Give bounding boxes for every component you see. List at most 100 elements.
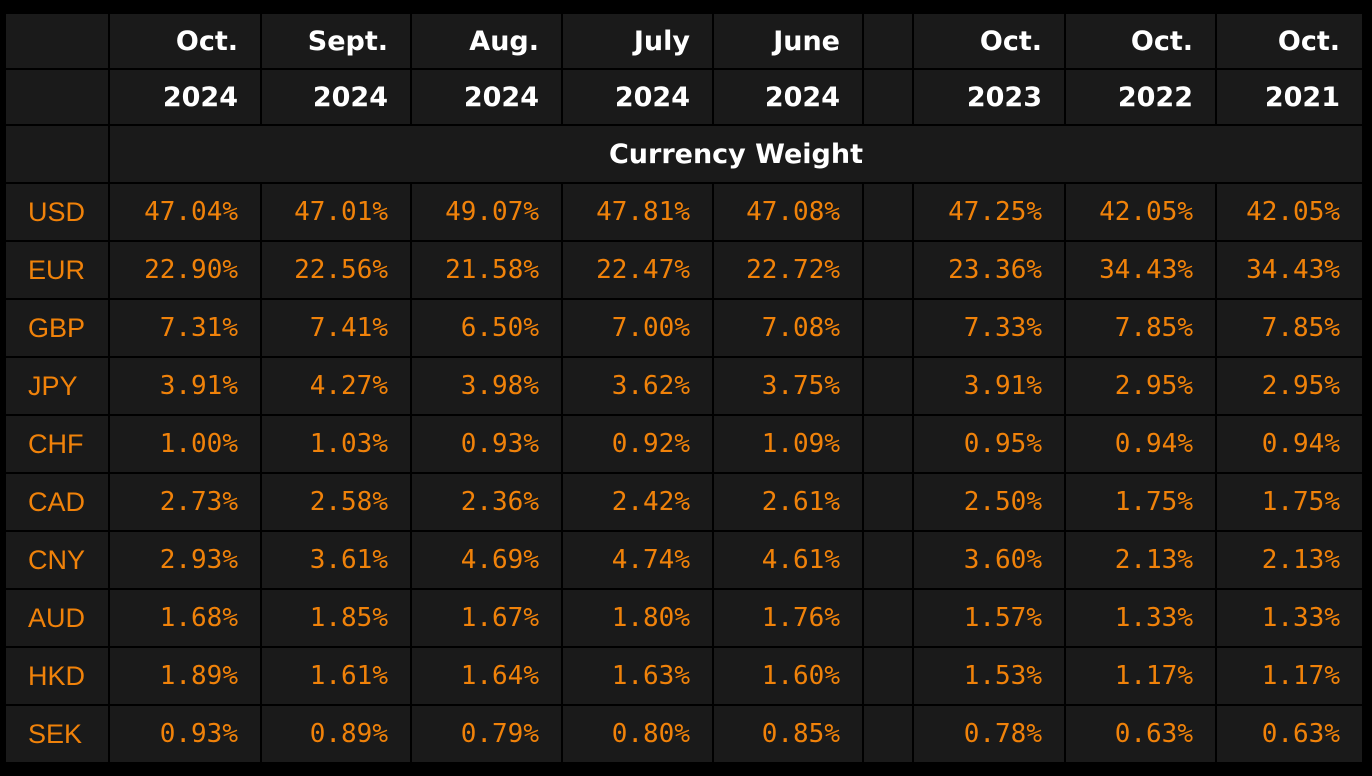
weight-value-cell: 1.09% xyxy=(714,416,862,472)
weight-value-cell: 1.68% xyxy=(110,590,260,646)
weight-value-cell: 3.91% xyxy=(914,358,1064,414)
weight-value-cell: 1.61% xyxy=(262,648,410,704)
table-body: USD 47.04% 47.01% 49.07% 47.81% 47.08% 47.25% 4… xyxy=(6,184,1362,762)
table-row: JPY 3.91% 4.27% 3.98% 3.62% 3.75% 3.91% 2.95% 2.… xyxy=(6,358,1362,414)
weight-value-cell: 4.61% xyxy=(714,532,862,588)
weight-value-cell: 7.08% xyxy=(714,300,862,356)
weight-value-cell: 1.64% xyxy=(412,648,561,704)
spacer-cell xyxy=(864,300,912,356)
col-header-month: Sept. xyxy=(262,14,410,68)
weight-value-cell: 1.33% xyxy=(1066,590,1215,646)
spacer-cell xyxy=(864,706,912,762)
currency-label: GBP xyxy=(6,300,108,356)
col-header-month: Aug. xyxy=(412,14,561,68)
weight-value-cell: 0.92% xyxy=(563,416,712,472)
weight-value-cell: 2.50% xyxy=(914,474,1064,530)
weight-value-cell: 47.08% xyxy=(714,184,862,240)
weight-value-cell: 1.63% xyxy=(563,648,712,704)
weight-value-cell: 22.72% xyxy=(714,242,862,298)
weight-value-cell: 1.57% xyxy=(914,590,1064,646)
weight-value-cell: 47.04% xyxy=(110,184,260,240)
weight-value-cell: 1.17% xyxy=(1066,648,1215,704)
currency-weight-table: Oct. Sept. Aug. July June Oct. Oct. Oct.… xyxy=(4,12,1364,764)
month-header-row: Oct. Sept. Aug. July June Oct. Oct. Oct. xyxy=(6,14,1362,68)
spacer-cell xyxy=(864,474,912,530)
currency-label: CNY xyxy=(6,532,108,588)
weight-value-cell: 1.53% xyxy=(914,648,1064,704)
weight-value-cell: 1.80% xyxy=(563,590,712,646)
weight-value-cell: 0.89% xyxy=(262,706,410,762)
weight-value-cell: 1.89% xyxy=(110,648,260,704)
weight-value-cell: 1.33% xyxy=(1217,590,1362,646)
weight-value-cell: 2.36% xyxy=(412,474,561,530)
weight-value-cell: 1.76% xyxy=(714,590,862,646)
weight-value-cell: 47.25% xyxy=(914,184,1064,240)
table-row: HKD 1.89% 1.61% 1.64% 1.63% 1.60% 1.53% 1.17% 1.… xyxy=(6,648,1362,704)
weight-value-cell: 3.61% xyxy=(262,532,410,588)
col-header-month: Oct. xyxy=(1066,14,1215,68)
weight-value-cell: 1.17% xyxy=(1217,648,1362,704)
weight-value-cell: 2.61% xyxy=(714,474,862,530)
weight-value-cell: 22.47% xyxy=(563,242,712,298)
weight-value-cell: 7.33% xyxy=(914,300,1064,356)
col-header-year: 2024 xyxy=(262,70,410,124)
spacer-cell xyxy=(864,416,912,472)
spacer-cell xyxy=(864,70,912,124)
weight-value-cell: 42.05% xyxy=(1066,184,1215,240)
spacer-cell xyxy=(864,184,912,240)
weight-value-cell: 3.91% xyxy=(110,358,260,414)
col-header-year: 2023 xyxy=(914,70,1064,124)
weight-value-cell: 22.56% xyxy=(262,242,410,298)
weight-value-cell: 7.85% xyxy=(1066,300,1215,356)
table-row: CNY 2.93% 3.61% 4.69% 4.74% 4.61% 3.60% 2.13% 2.… xyxy=(6,532,1362,588)
weight-value-cell: 0.85% xyxy=(714,706,862,762)
weight-value-cell: 0.94% xyxy=(1217,416,1362,472)
weight-value-cell: 2.73% xyxy=(110,474,260,530)
currency-label: USD xyxy=(6,184,108,240)
weight-value-cell: 4.27% xyxy=(262,358,410,414)
currency-label: CAD xyxy=(6,474,108,530)
weight-value-cell: 3.98% xyxy=(412,358,561,414)
weight-value-cell: 47.81% xyxy=(563,184,712,240)
col-header-year: 2024 xyxy=(412,70,561,124)
col-header-month: July xyxy=(563,14,712,68)
weight-value-cell: 7.41% xyxy=(262,300,410,356)
currency-label: EUR xyxy=(6,242,108,298)
weight-value-cell: 3.75% xyxy=(714,358,862,414)
table-row: GBP 7.31% 7.41% 6.50% 7.00% 7.08% 7.33% 7.85% 7.… xyxy=(6,300,1362,356)
weight-value-cell: 2.95% xyxy=(1066,358,1215,414)
weight-value-cell: 0.93% xyxy=(412,416,561,472)
weight-value-cell: 7.00% xyxy=(563,300,712,356)
weight-value-cell: 7.85% xyxy=(1217,300,1362,356)
weight-value-cell: 1.03% xyxy=(262,416,410,472)
weight-value-cell: 1.00% xyxy=(110,416,260,472)
weight-value-cell: 0.80% xyxy=(563,706,712,762)
table-row: CHF 1.00% 1.03% 0.93% 0.92% 1.09% 0.95% 0.94% 0.… xyxy=(6,416,1362,472)
corner-cell xyxy=(6,14,108,68)
weight-value-cell: 2.13% xyxy=(1066,532,1215,588)
table-row: CAD 2.73% 2.58% 2.36% 2.42% 2.61% 2.50% 1.75% 1.… xyxy=(6,474,1362,530)
year-header-row: 2024 2024 2024 2024 2024 2023 2022 2021 xyxy=(6,70,1362,124)
weight-value-cell: 49.07% xyxy=(412,184,561,240)
title-row: Currency Weight xyxy=(6,126,1362,182)
table-row: EUR 22.90% 22.56% 21.58% 22.47% 22.72% 23.36% 3… xyxy=(6,242,1362,298)
weight-value-cell: 22.90% xyxy=(110,242,260,298)
col-header-month: Oct. xyxy=(914,14,1064,68)
weight-value-cell: 0.94% xyxy=(1066,416,1215,472)
weight-value-cell: 2.93% xyxy=(110,532,260,588)
weight-value-cell: 1.75% xyxy=(1217,474,1362,530)
weight-value-cell: 2.13% xyxy=(1217,532,1362,588)
currency-label: JPY xyxy=(6,358,108,414)
col-header-year: 2024 xyxy=(110,70,260,124)
weight-value-cell: 1.67% xyxy=(412,590,561,646)
currency-label: HKD xyxy=(6,648,108,704)
weight-value-cell: 3.60% xyxy=(914,532,1064,588)
col-header-year: 2024 xyxy=(714,70,862,124)
currency-label: AUD xyxy=(6,590,108,646)
weight-value-cell: 4.74% xyxy=(563,532,712,588)
col-header-year: 2022 xyxy=(1066,70,1215,124)
spacer-cell xyxy=(864,532,912,588)
weight-value-cell: 0.93% xyxy=(110,706,260,762)
col-header-month: Oct. xyxy=(1217,14,1362,68)
